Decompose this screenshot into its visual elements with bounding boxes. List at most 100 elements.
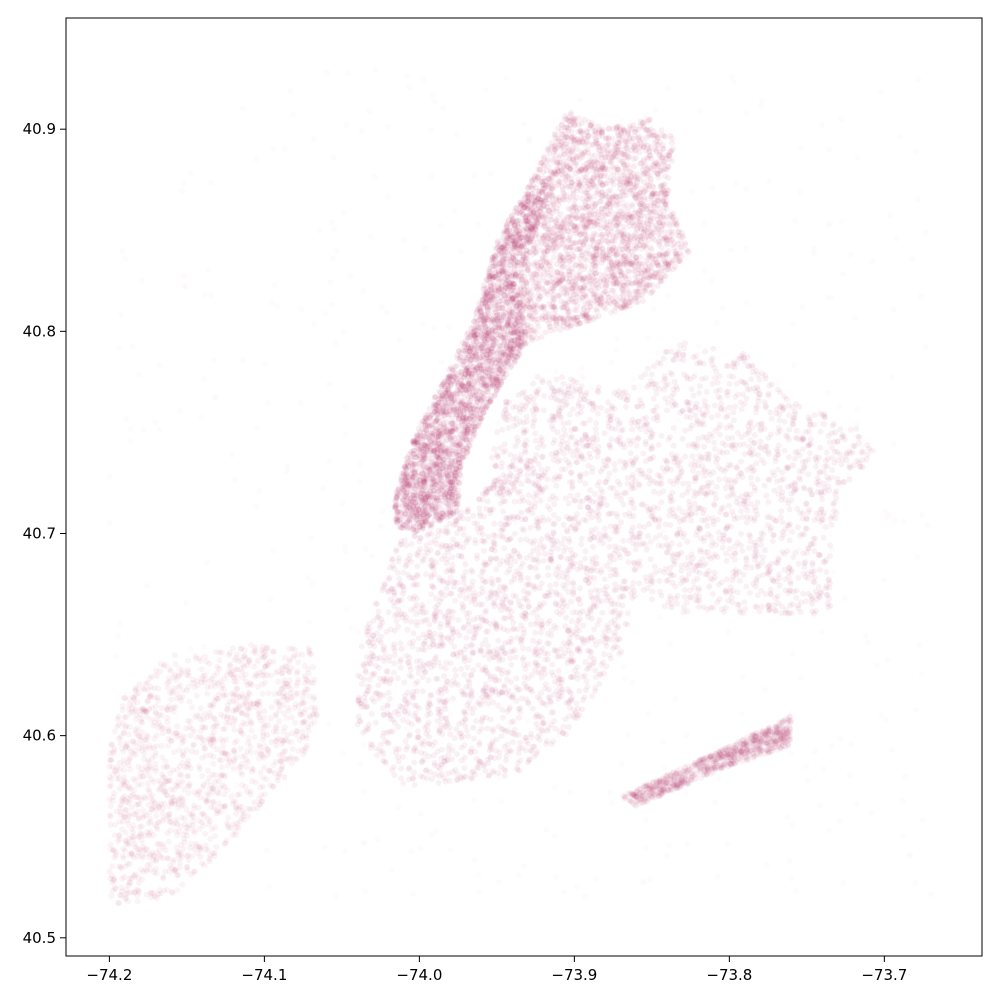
data-point bbox=[505, 354, 512, 361]
data-point bbox=[499, 342, 506, 349]
data-point bbox=[492, 251, 499, 258]
data-point bbox=[468, 437, 474, 444]
data-point bbox=[486, 286, 493, 293]
data-point bbox=[428, 173, 434, 179]
data-point bbox=[473, 353, 479, 360]
data-point bbox=[449, 428, 456, 435]
data-point bbox=[511, 246, 518, 253]
data-point bbox=[825, 390, 831, 396]
data-point bbox=[385, 194, 391, 200]
data-point bbox=[240, 357, 246, 363]
data-point bbox=[485, 363, 492, 370]
data-point bbox=[529, 222, 536, 229]
data-point bbox=[510, 330, 517, 337]
data-point bbox=[702, 268, 708, 274]
data-point bbox=[333, 340, 339, 346]
data-point bbox=[409, 461, 416, 467]
data-point bbox=[501, 325, 508, 332]
data-point bbox=[495, 370, 501, 377]
data-point bbox=[474, 364, 481, 371]
data-point bbox=[495, 324, 501, 331]
data-point bbox=[424, 430, 431, 437]
data-point bbox=[607, 789, 613, 795]
data-point bbox=[499, 258, 506, 265]
data-point bbox=[421, 442, 428, 448]
data-point bbox=[410, 891, 416, 897]
data-point bbox=[454, 393, 461, 400]
data-point bbox=[677, 244, 684, 251]
data-point bbox=[565, 117, 572, 124]
data-point bbox=[440, 429, 447, 436]
data-point bbox=[488, 370, 495, 377]
data-point bbox=[329, 219, 335, 225]
data-point bbox=[474, 411, 481, 418]
data-point bbox=[399, 497, 406, 504]
data-point bbox=[891, 441, 897, 447]
data-point bbox=[512, 325, 519, 332]
data-point bbox=[468, 372, 475, 379]
data-point bbox=[448, 458, 455, 464]
data-point bbox=[731, 79, 737, 85]
data-point bbox=[310, 581, 316, 587]
data-point bbox=[542, 197, 549, 204]
data-point bbox=[516, 310, 523, 317]
data-point bbox=[183, 284, 189, 290]
data-point bbox=[510, 245, 517, 252]
data-point bbox=[421, 484, 428, 491]
data-point bbox=[305, 575, 311, 581]
data-point bbox=[535, 192, 542, 199]
data-point bbox=[469, 405, 476, 412]
data-point bbox=[501, 314, 507, 321]
data-point bbox=[481, 282, 488, 289]
data-point bbox=[497, 332, 504, 339]
data-point bbox=[396, 337, 402, 343]
data-point bbox=[551, 295, 558, 302]
data-point bbox=[435, 399, 442, 406]
data-point bbox=[501, 266, 507, 273]
data-point bbox=[407, 515, 413, 522]
data-point bbox=[426, 435, 433, 442]
data-point bbox=[418, 446, 424, 453]
data-point bbox=[488, 287, 495, 294]
data-point bbox=[874, 662, 880, 668]
data-point bbox=[497, 312, 503, 318]
data-point bbox=[452, 374, 459, 381]
data-point bbox=[177, 408, 183, 414]
data-point bbox=[510, 281, 517, 288]
data-point bbox=[411, 447, 418, 454]
data-point bbox=[506, 318, 513, 325]
data-point bbox=[513, 272, 519, 278]
data-point bbox=[529, 177, 535, 184]
data-point bbox=[508, 282, 515, 288]
data-point bbox=[511, 221, 518, 228]
data-point bbox=[476, 373, 483, 380]
data-point bbox=[426, 598, 432, 604]
data-point bbox=[473, 406, 480, 413]
data-point bbox=[438, 443, 445, 450]
data-point bbox=[725, 629, 731, 635]
data-point bbox=[385, 124, 391, 130]
data-point bbox=[473, 365, 480, 372]
data-point bbox=[433, 828, 439, 834]
data-point bbox=[420, 462, 427, 468]
data-point bbox=[232, 477, 238, 483]
data-point bbox=[518, 343, 525, 350]
data-point bbox=[465, 348, 472, 355]
data-point bbox=[448, 420, 455, 427]
data-point bbox=[525, 226, 532, 233]
data-point bbox=[404, 74, 410, 80]
data-point bbox=[422, 418, 429, 425]
data-point bbox=[430, 471, 436, 478]
data-point bbox=[458, 380, 465, 387]
data-point bbox=[524, 205, 531, 212]
data-point bbox=[489, 316, 496, 323]
data-point bbox=[519, 211, 526, 218]
data-point bbox=[450, 433, 457, 440]
data-point bbox=[573, 307, 580, 314]
data-point bbox=[536, 190, 543, 197]
data-point bbox=[451, 396, 458, 403]
data-point bbox=[506, 303, 512, 310]
data-point bbox=[416, 452, 423, 459]
data-point bbox=[450, 391, 457, 398]
data-point bbox=[478, 345, 485, 352]
